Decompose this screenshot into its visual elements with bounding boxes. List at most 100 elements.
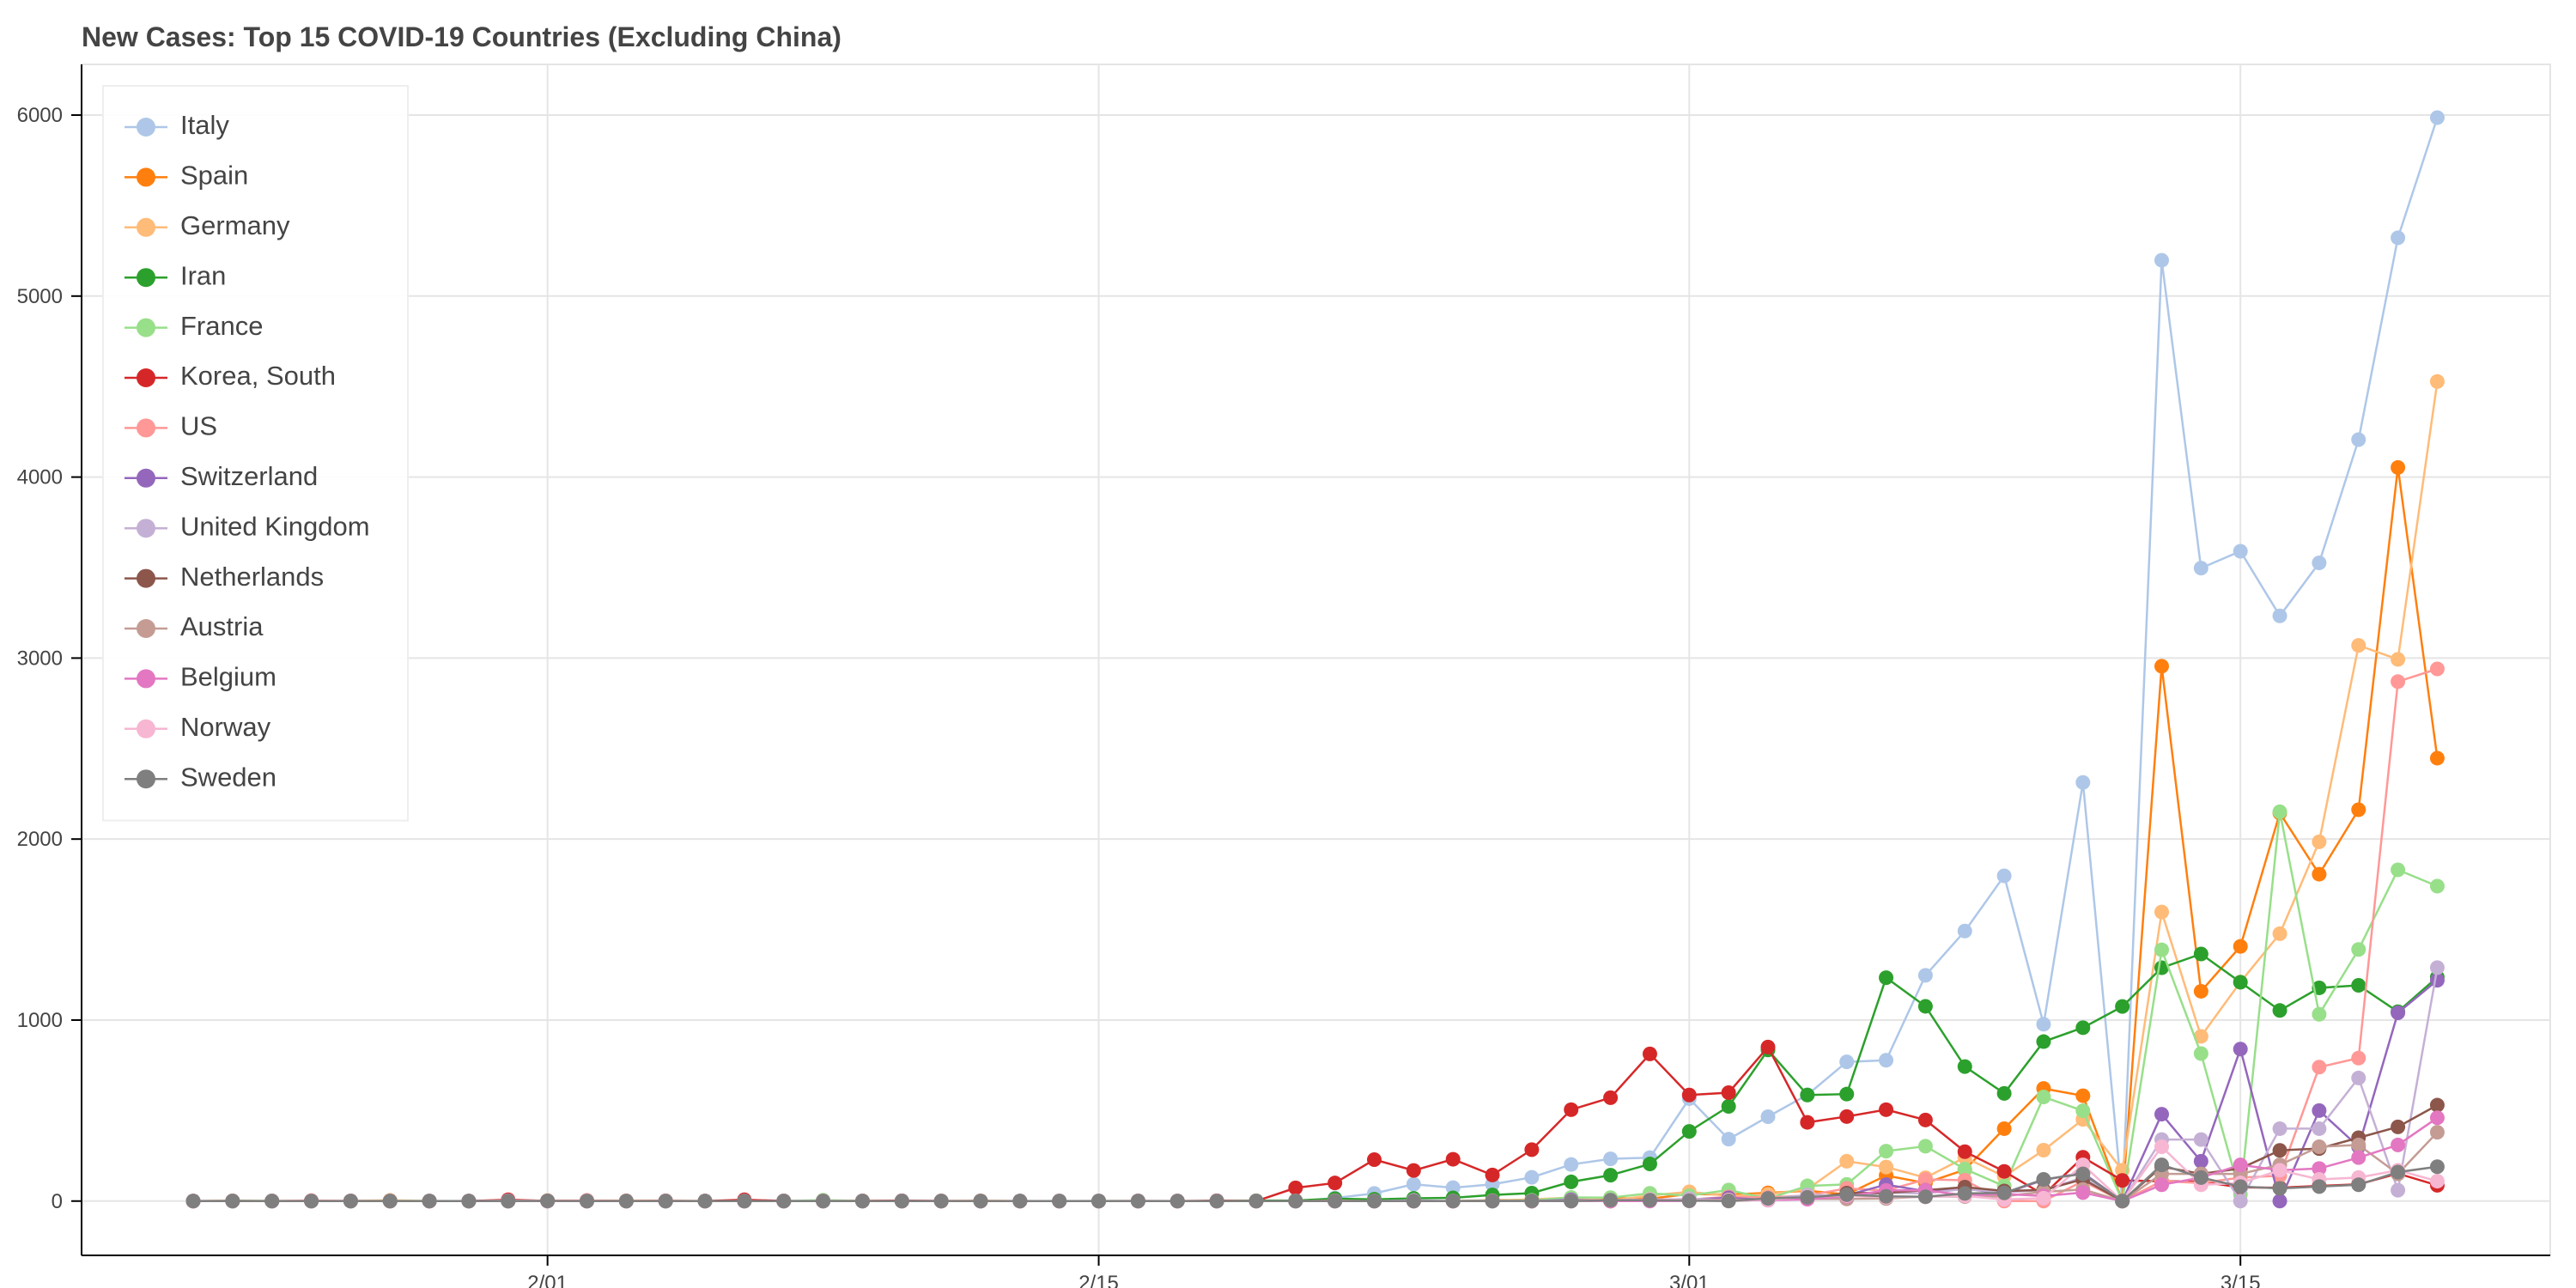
data-point: [2036, 1190, 2051, 1206]
data-point: [1406, 1194, 1421, 1209]
data-point: [1957, 1144, 1972, 1159]
plot-area: [185, 110, 2445, 1209]
data-point: [1209, 1194, 1224, 1209]
data-point: [1564, 1102, 1579, 1117]
data-point: [2115, 1173, 2130, 1188]
data-point: [2272, 1181, 2287, 1196]
data-point: [1917, 1139, 1933, 1154]
data-point: [1879, 1102, 1894, 1117]
y-tick-label: 4000: [17, 466, 63, 489]
data-point: [2272, 1194, 2287, 1209]
legend-marker: [137, 619, 155, 638]
data-point: [2351, 1177, 2366, 1193]
data-point: [422, 1194, 437, 1209]
data-point: [1996, 1185, 2012, 1200]
data-point: [1800, 1189, 1815, 1205]
data-point: [2351, 978, 2366, 993]
data-point: [1367, 1151, 1382, 1167]
data-point: [2193, 1170, 2208, 1185]
data-point: [1642, 1193, 1657, 1208]
data-point: [2391, 862, 2406, 878]
data-point: [2036, 1017, 2051, 1032]
y-tick-label: 0: [52, 1190, 63, 1213]
data-point: [2351, 942, 2366, 957]
data-point: [2233, 1194, 2248, 1209]
data-point: [2391, 1005, 2406, 1021]
data-point: [1681, 1087, 1697, 1103]
data-point: [2429, 960, 2445, 975]
data-point: [2351, 1150, 2366, 1165]
legend-label: Sweden: [180, 762, 276, 792]
data-point: [2312, 1179, 2327, 1194]
y-tick-label: 1000: [17, 1009, 63, 1032]
legend-marker: [137, 318, 155, 337]
data-point: [1879, 1053, 1894, 1068]
x-tick-label: 2/15: [1078, 1272, 1119, 1288]
data-point: [1445, 1180, 1461, 1195]
data-point: [1839, 1109, 1855, 1124]
data-point: [1052, 1194, 1067, 1209]
legend-label: US: [180, 411, 217, 441]
data-point: [382, 1194, 398, 1209]
data-point: [343, 1194, 358, 1209]
data-point: [1524, 1170, 1540, 1185]
legend-label: Iran: [180, 260, 226, 290]
series-line: [193, 952, 2439, 1203]
data-point: [2429, 661, 2445, 677]
data-point: [540, 1194, 556, 1209]
data-point: [776, 1194, 792, 1209]
data-point: [894, 1194, 909, 1209]
data-point: [737, 1194, 752, 1209]
y-tick-label: 6000: [17, 104, 63, 127]
data-point: [1879, 970, 1894, 986]
legend-marker: [137, 167, 155, 187]
data-point: [2429, 110, 2445, 125]
data-point: [1327, 1194, 1343, 1209]
data-point: [501, 1194, 516, 1209]
data-point: [2233, 1042, 2248, 1057]
data-point: [1957, 1161, 1972, 1176]
x-tick-label: 2/01: [527, 1272, 568, 1288]
data-point: [1288, 1194, 1303, 1209]
data-point: [2312, 1139, 2327, 1155]
data-point: [2233, 975, 2248, 990]
data-point: [1524, 1194, 1540, 1209]
legend-label: Korea, South: [180, 361, 336, 391]
data-point: [1800, 1087, 1815, 1103]
series-line: [193, 467, 2439, 1203]
data-point: [2312, 1006, 2327, 1022]
data-point: [1367, 1194, 1382, 1209]
data-point: [1445, 1151, 1461, 1167]
series-line: [192, 1045, 2438, 1203]
series-line: [193, 117, 2439, 1203]
data-point: [1721, 1132, 1736, 1147]
legend-label: Germany: [180, 210, 290, 240]
data-point: [2312, 834, 2327, 849]
data-point: [1839, 1153, 1855, 1169]
data-point: [1917, 1189, 1933, 1205]
data-point: [2351, 432, 2366, 447]
data-point: [2193, 1153, 2208, 1169]
data-point: [2233, 544, 2248, 559]
data-point: [2391, 652, 2406, 667]
data-point: [1917, 1112, 1933, 1127]
data-point: [933, 1194, 949, 1209]
data-point: [1996, 868, 2012, 884]
data-point: [1721, 1194, 1736, 1209]
legend-label: Italy: [180, 110, 229, 140]
legend-marker: [137, 368, 155, 387]
data-point: [1681, 1193, 1697, 1208]
data-point: [2272, 1121, 2287, 1136]
data-point: [2391, 1164, 2406, 1180]
data-point: [2193, 1029, 2208, 1044]
data-point: [697, 1194, 713, 1209]
data-point: [1721, 1099, 1736, 1115]
data-point: [816, 1194, 831, 1209]
legend-label: Spain: [180, 161, 248, 191]
data-point: [1917, 999, 1933, 1014]
data-point: [2391, 674, 2406, 690]
data-point: [2391, 1137, 2406, 1152]
x-tick-label: 3/15: [2221, 1272, 2261, 1288]
data-point: [1524, 1142, 1540, 1157]
